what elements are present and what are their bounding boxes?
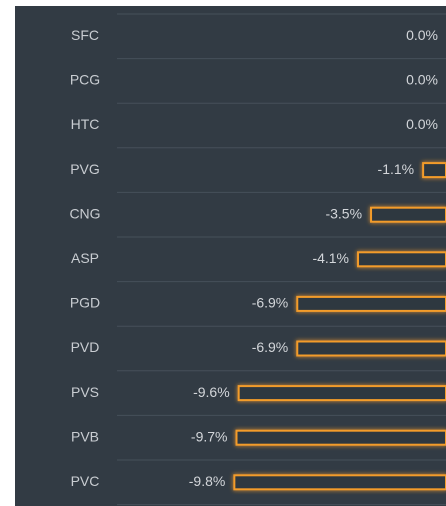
value-label: -1.1% [378,161,415,177]
value-label: -6.9% [252,339,289,355]
value-label: 0.0% [406,27,438,43]
bar [357,251,446,268]
value-label: 0.0% [406,116,438,132]
y-tick-label: PVC [71,473,100,489]
bar [235,429,446,446]
bar [296,340,446,357]
y-tick-label: ASP [71,250,99,266]
y-tick-label: HTC [71,116,100,132]
bar [370,206,446,223]
bar [422,162,446,179]
value-label: -3.5% [325,205,362,221]
value-label: -9.6% [193,384,230,400]
value-label: -6.9% [252,295,289,311]
y-tick-label: PCG [70,72,100,88]
y-tick-label: PVS [71,384,99,400]
y-tick-label: SFC [71,27,99,43]
value-label: -9.8% [189,473,226,489]
y-tick-label: PVB [71,428,99,444]
y-tick-label: PVG [70,161,100,177]
bar [237,385,446,402]
y-tick-label: CNG [69,205,100,221]
bar [296,295,446,312]
y-tick-label: PVD [71,339,100,355]
y-tick-label: PGD [70,295,100,311]
value-label: -4.1% [312,250,349,266]
bar [233,474,446,491]
value-label: -9.7% [191,428,228,444]
value-label: 0.0% [406,72,438,88]
